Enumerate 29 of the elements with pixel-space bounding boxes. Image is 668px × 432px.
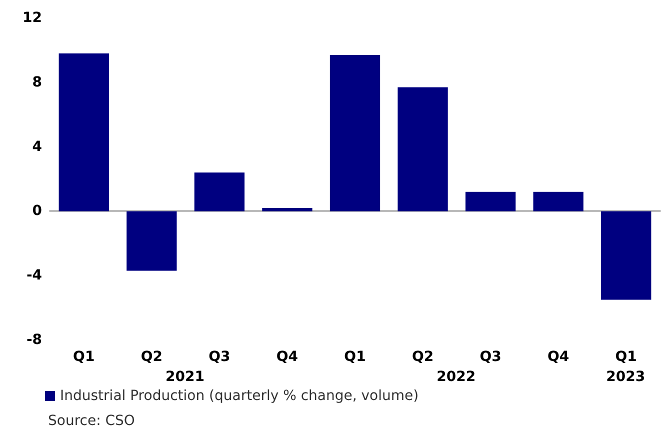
y-tick-label: 4 [32,138,42,155]
y-tick-label: 8 [32,74,42,90]
x-tick-label: Q2 [412,349,434,365]
bar [126,211,177,271]
x-tick-label: Q4 [548,349,570,365]
bar [194,172,245,212]
text: 2023 [606,369,646,385]
y-tick-label: -8 [26,332,42,348]
x-tick-label: Q3 [208,349,230,365]
bar [533,192,584,212]
y-tick-label: 0 [32,203,42,220]
x-tick-label: Q4 [276,349,298,365]
text: 2022 [436,369,476,385]
x-tick-label: Q1 [344,349,366,365]
y-tick-label: -4 [26,268,42,284]
bar [601,211,652,300]
bar [398,87,448,212]
x-tick-label: Q2 [140,349,162,365]
bar [330,55,380,212]
x-tick-label: Q3 [480,349,502,365]
x-tick-label: Q1 [73,349,95,365]
x-tick-label: Q1 [615,349,637,365]
legend-label: Industrial Production (quarterly % change, volume) [60,388,419,404]
bar [58,53,109,212]
bar [465,192,516,212]
bar [262,208,312,212]
text: 2021 [166,369,205,385]
source-note: Source: CSO [48,413,135,429]
y-tick-label: 12 [22,10,42,26]
